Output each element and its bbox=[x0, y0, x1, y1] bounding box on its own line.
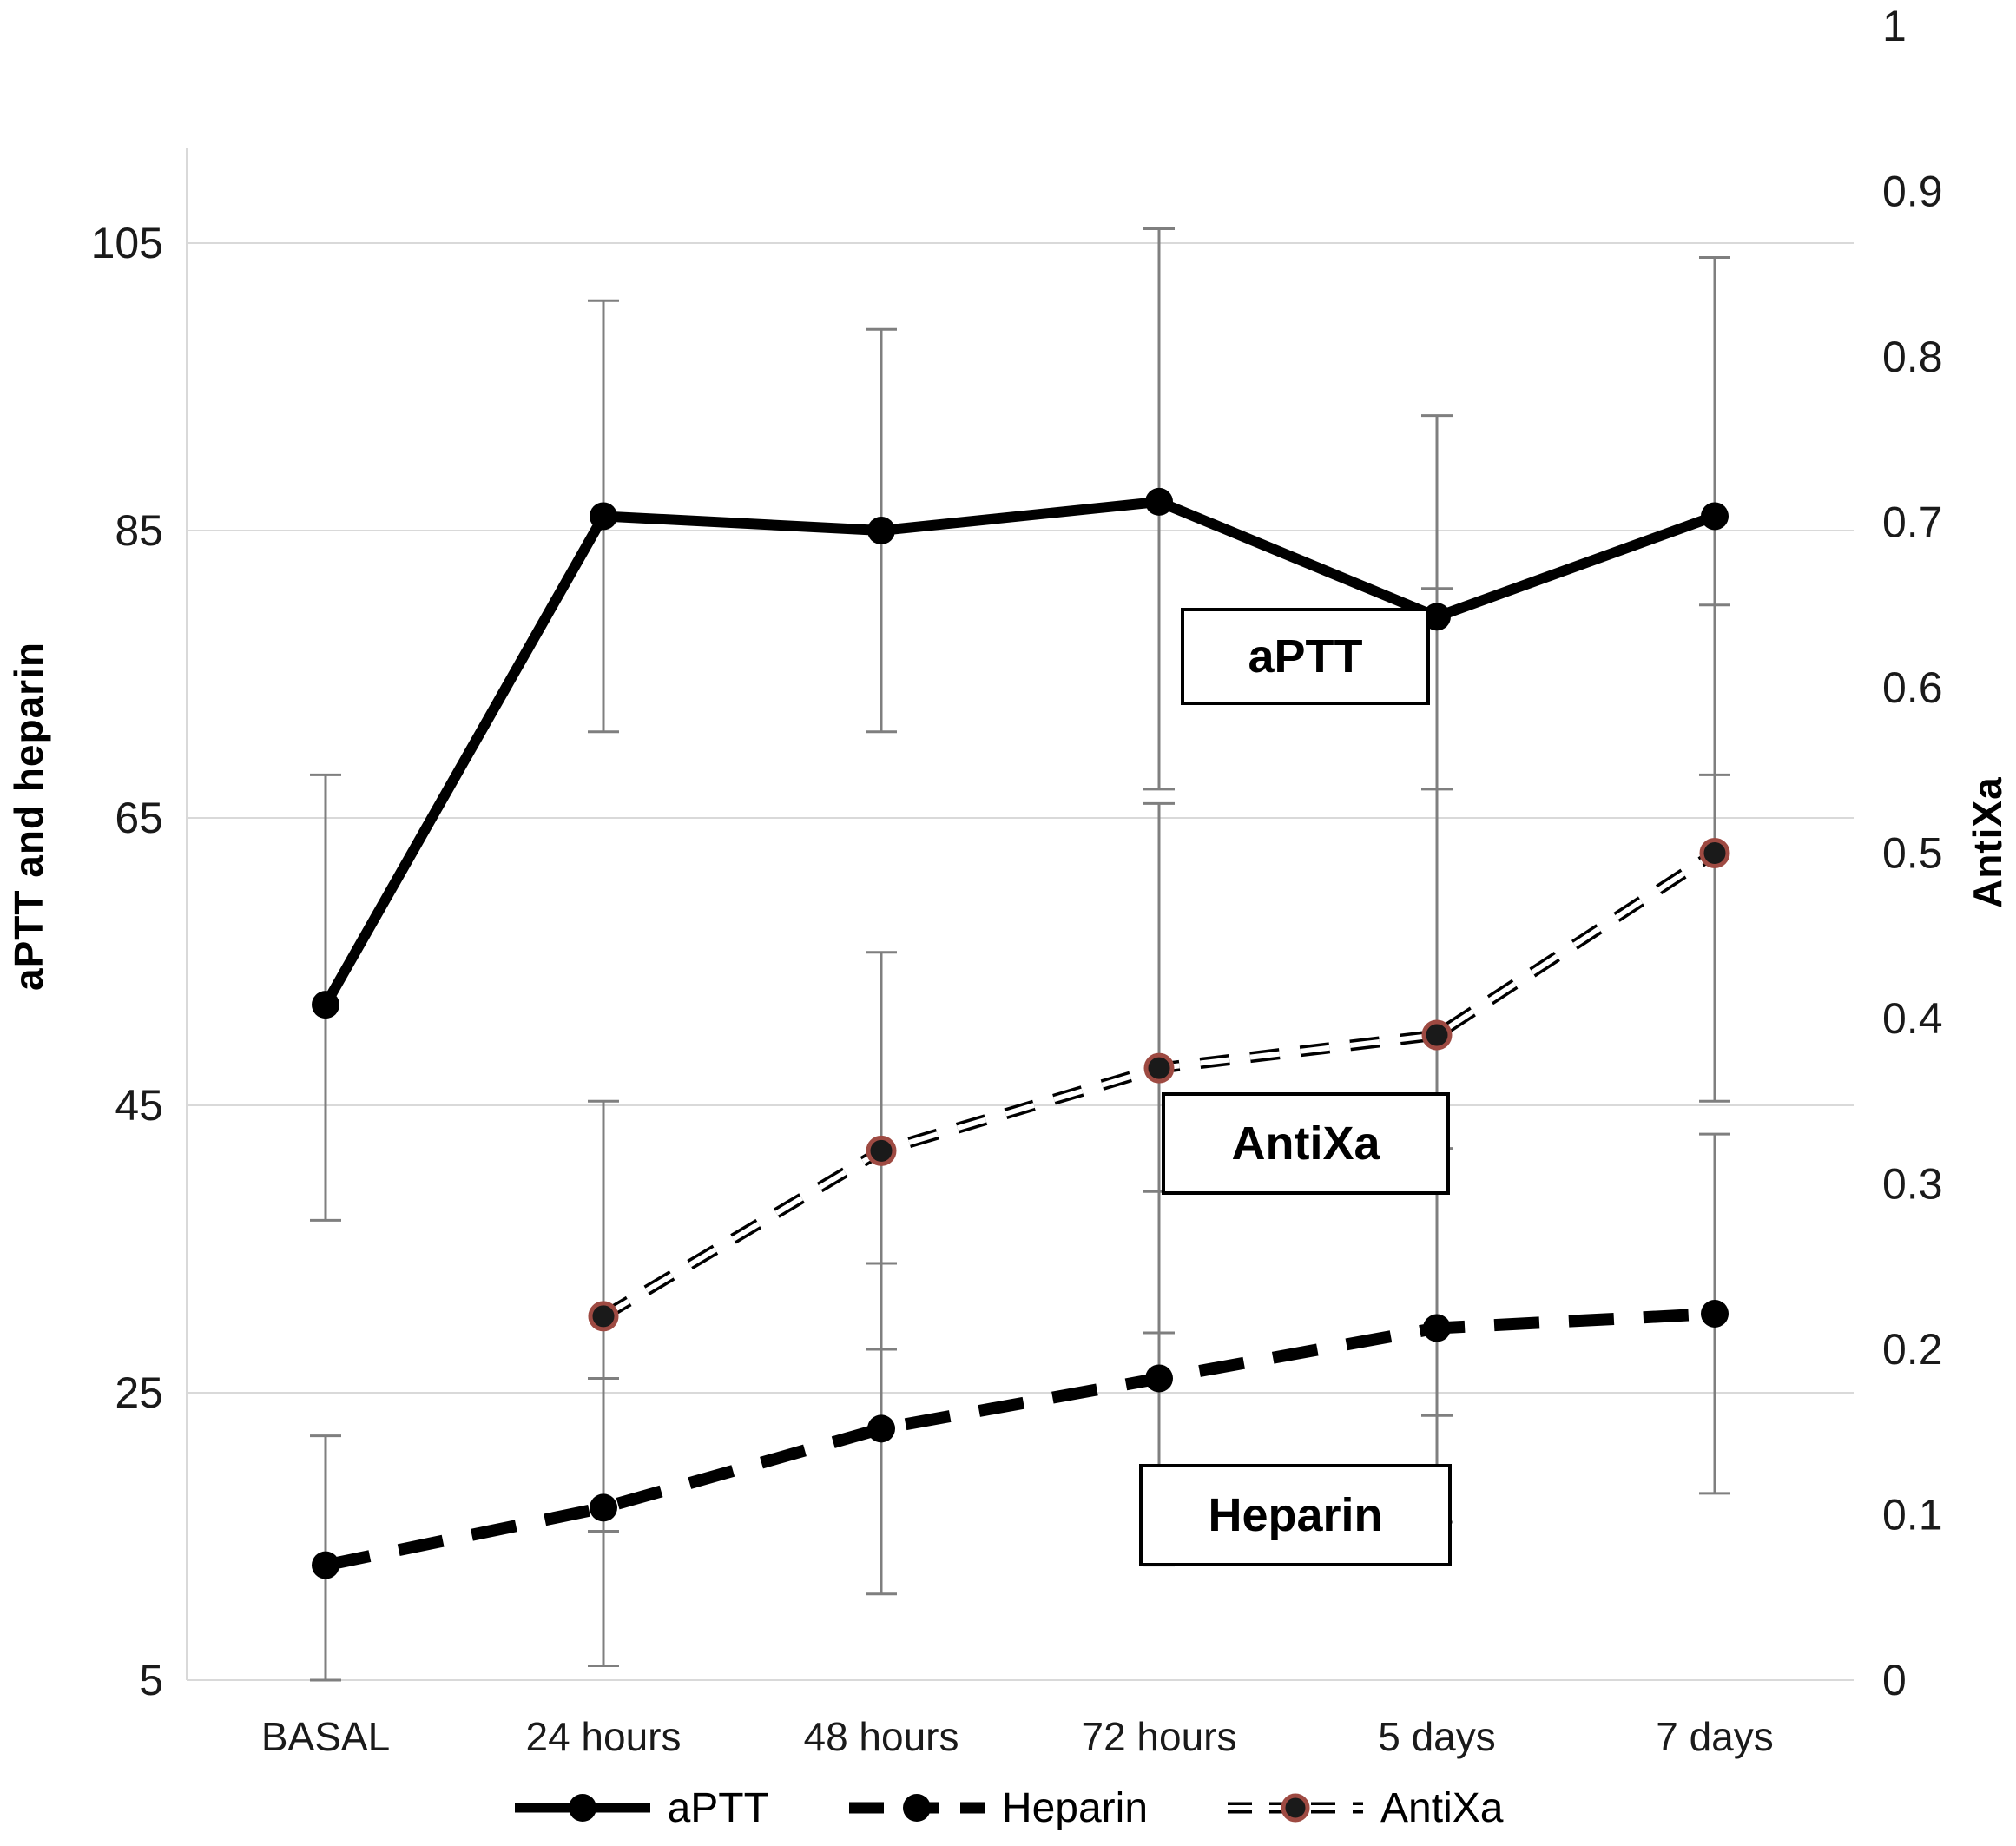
legend-label-heparin: Heparin bbox=[1001, 1784, 1149, 1831]
antixa-line-marker-icon bbox=[1228, 1793, 1364, 1823]
svg-text:7 days: 7 days bbox=[1656, 1714, 1774, 1759]
annotation-antixa: AntiXa bbox=[1162, 1092, 1450, 1195]
svg-text:0.2: 0.2 bbox=[1882, 1325, 1943, 1374]
svg-text:0.5: 0.5 bbox=[1882, 829, 1943, 878]
svg-text:0.8: 0.8 bbox=[1882, 333, 1943, 381]
annotation-heparin: Heparin bbox=[1139, 1464, 1452, 1566]
svg-text:85: 85 bbox=[115, 506, 163, 555]
svg-text:0.3: 0.3 bbox=[1882, 1160, 1943, 1209]
svg-text:45: 45 bbox=[115, 1081, 163, 1130]
svg-text:BASAL: BASAL bbox=[261, 1714, 390, 1759]
svg-text:0.1: 0.1 bbox=[1882, 1491, 1943, 1539]
svg-text:5 days: 5 days bbox=[1378, 1714, 1496, 1759]
annotation-aptt: aPTT bbox=[1181, 608, 1430, 705]
svg-text:24 hours: 24 hours bbox=[525, 1714, 681, 1759]
svg-text:0.6: 0.6 bbox=[1882, 663, 1943, 712]
svg-text:0: 0 bbox=[1882, 1656, 1907, 1704]
svg-text:0.7: 0.7 bbox=[1882, 498, 1943, 547]
legend-item-heparin: Heparin bbox=[847, 1784, 1148, 1832]
svg-text:0.9: 0.9 bbox=[1882, 168, 1943, 216]
left-axis-title: aPTT and heparin bbox=[6, 642, 51, 991]
legend-item-antixa: AntiXa bbox=[1226, 1784, 1503, 1832]
svg-text:105: 105 bbox=[91, 219, 163, 267]
heparin-line-marker-icon bbox=[848, 1794, 985, 1822]
legend-label-antixa: AntiXa bbox=[1380, 1784, 1504, 1831]
svg-text:1: 1 bbox=[1882, 2, 1907, 50]
legend-item-aptt: aPTT bbox=[513, 1784, 769, 1832]
svg-text:0.4: 0.4 bbox=[1882, 994, 1943, 1043]
svg-text:65: 65 bbox=[115, 794, 163, 842]
legend-label-aptt: aPTT bbox=[667, 1784, 769, 1831]
svg-text:48 hours: 48 hours bbox=[803, 1714, 959, 1759]
right-axis-title: AntiXa bbox=[1965, 776, 2010, 908]
svg-text:25: 25 bbox=[115, 1368, 163, 1417]
svg-text:72 hours: 72 hours bbox=[1081, 1714, 1236, 1759]
aptt-line-marker-icon bbox=[514, 1794, 650, 1822]
svg-text:5: 5 bbox=[139, 1656, 163, 1704]
chart-legend: aPTT Heparin AntiXa bbox=[0, 1773, 2016, 1843]
